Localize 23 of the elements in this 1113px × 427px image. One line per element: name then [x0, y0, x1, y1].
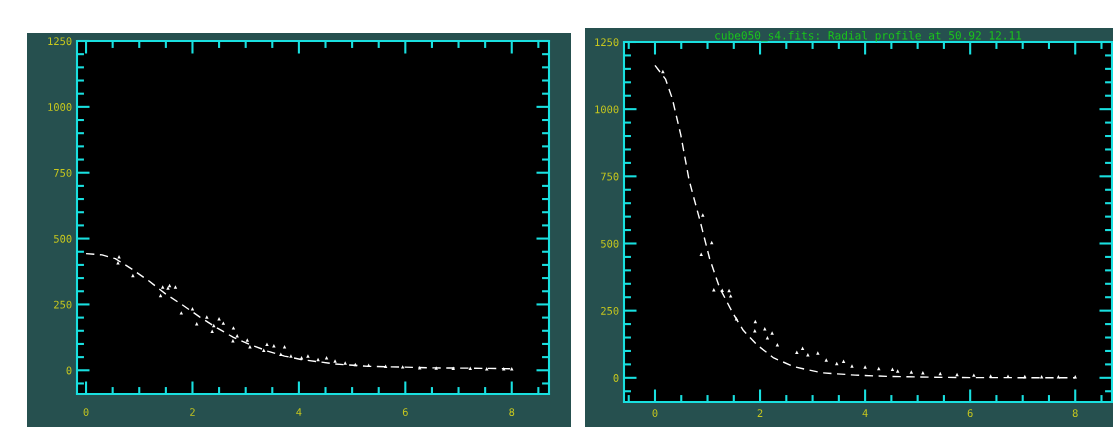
x-tick-label: 0 — [83, 408, 89, 417]
y-tick-label: 1000 — [595, 105, 619, 114]
x-tick-label: 2 — [190, 408, 195, 416]
chart-title: cube050_s4.fits: Radial profile at 50.92 12.11 — [715, 30, 1022, 42]
x-tick-label: 6 — [402, 408, 408, 417]
x-tick-label: 6 — [967, 409, 973, 418]
y-tick-label: 750 — [54, 168, 72, 177]
y-tick-label: 500 — [601, 239, 619, 248]
y-tick-label: 0 — [613, 374, 619, 382]
x-tick-label: 0 — [652, 409, 658, 418]
y-tick-label: 500 — [54, 234, 72, 243]
x-tick-label: 8 — [1072, 409, 1078, 418]
y-tick-label: 1250 — [595, 38, 619, 47]
y-tick-label: 250 — [601, 306, 619, 315]
y-tick-label: 250 — [54, 300, 72, 309]
x-tick-label: 4 — [296, 408, 302, 416]
y-tick-label: 0 — [66, 366, 72, 375]
y-tick-label: 1250 — [48, 37, 72, 46]
x-tick-label: 2 — [757, 409, 763, 417]
y-tick-label: 1000 — [48, 103, 72, 111]
x-tick-label: 4 — [862, 409, 868, 417]
x-tick-label: 8 — [509, 408, 515, 417]
y-tick-label: 750 — [601, 172, 619, 181]
